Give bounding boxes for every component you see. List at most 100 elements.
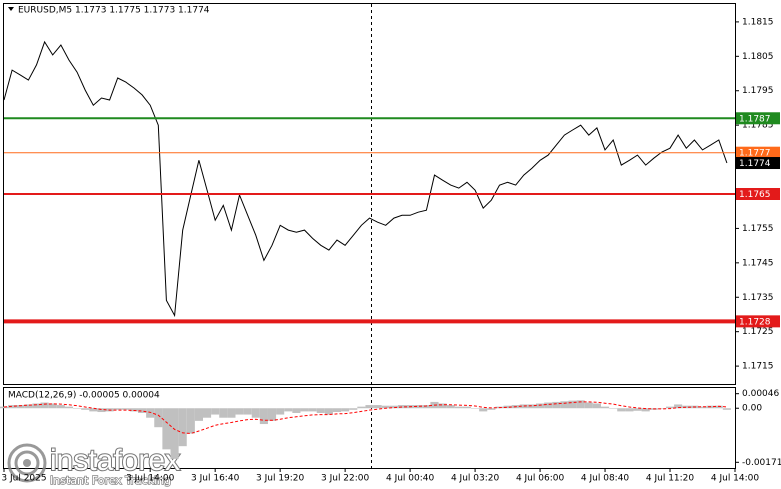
histogram-bar — [24, 404, 33, 409]
level-tag — [736, 188, 780, 200]
histogram-bar — [48, 403, 57, 409]
histogram-bar — [438, 403, 447, 409]
histogram-bar — [479, 408, 488, 412]
histogram-bar — [324, 408, 333, 415]
histogram-bar — [414, 405, 423, 409]
histogram-bar — [682, 405, 691, 409]
histogram-bar — [446, 405, 455, 409]
histogram-bar — [300, 408, 309, 412]
histogram-bar — [202, 408, 212, 418]
y-tick-label: 1.1735 — [742, 293, 774, 303]
price-line — [3, 40, 728, 318]
macd-title: MACD(12,26,9) -0.00005 0.00004 — [8, 391, 160, 401]
histogram-bar — [349, 408, 358, 410]
histogram-bar — [16, 405, 25, 409]
level-label: 1.1765 — [739, 190, 771, 200]
histogram-bar — [633, 408, 642, 411]
last-price-label: 1.1774 — [739, 159, 771, 169]
y-tick-label: 1.1785 — [742, 121, 774, 131]
histogram-bar — [154, 408, 163, 428]
histogram-bar — [64, 406, 74, 409]
histogram-bar — [381, 405, 390, 409]
histogram-bar — [454, 406, 463, 409]
histogram-bar — [219, 408, 228, 418]
histogram-bar — [462, 406, 472, 409]
histogram-bar — [592, 403, 601, 409]
histogram-bar — [373, 405, 382, 409]
histogram-bar — [714, 405, 723, 409]
histogram-bar — [568, 400, 577, 409]
histogram-bar — [259, 408, 268, 425]
x-tick-label: 4 Jul 08:40 — [581, 474, 630, 484]
x-tick-label: 4 Jul 00:40 — [386, 474, 435, 484]
histogram-bar — [657, 408, 666, 409]
histogram-bar — [674, 404, 683, 409]
histogram-bar — [609, 408, 618, 409]
level-label: 1.1728 — [739, 317, 771, 327]
y-tick-label: 1.1755 — [742, 224, 774, 234]
histogram-bar — [284, 408, 293, 412]
level-label: 1.1777 — [739, 149, 771, 159]
histogram-bar — [121, 408, 130, 410]
y-tick-label: 1.1795 — [742, 86, 774, 96]
x-tick-label: 4 Jul 11:20 — [646, 474, 695, 484]
histogram-bar — [276, 408, 285, 415]
y-tick-label: 0.00 — [742, 404, 762, 414]
histogram-bar — [251, 408, 260, 418]
signal-line — [3, 401, 727, 435]
histogram-bar — [267, 408, 277, 421]
histogram-bar — [32, 403, 41, 409]
histogram-bar — [341, 408, 350, 412]
histogram-bar — [194, 408, 203, 421]
x-tick-label: 3 Jul 22:00 — [321, 474, 370, 484]
histogram-bar — [527, 404, 537, 409]
y-tick-label: 1.1745 — [742, 258, 774, 268]
histogram-bar — [617, 408, 626, 412]
histogram-bar — [308, 408, 317, 412]
histogram-bar — [73, 408, 82, 409]
histogram-bar — [560, 401, 569, 409]
histogram-bar — [641, 408, 650, 412]
histogram-bar — [698, 406, 707, 409]
histogram-bar — [0, 406, 9, 409]
watermark-logo — [7, 443, 47, 483]
watermark-tagline: Instant Forex Tracking — [50, 474, 171, 487]
level-label: 1.1787 — [739, 114, 771, 124]
x-tick-label: 3 Jul 14:00 — [126, 474, 175, 484]
histogram-bar — [8, 405, 17, 409]
histogram-bar — [536, 403, 545, 409]
histogram-bar — [243, 408, 252, 415]
histogram-bar — [162, 408, 171, 450]
menu-arrow — [8, 7, 14, 11]
histogram-bar — [170, 408, 179, 459]
histogram-bar — [584, 402, 593, 409]
histogram-bar — [40, 402, 49, 409]
histogram-bar — [138, 408, 147, 413]
histogram-bar — [665, 406, 675, 409]
level-tag — [736, 315, 780, 328]
chart-title: EURUSD,M5 1.1773 1.1775 1.1773 1.1774 — [18, 6, 210, 16]
histogram-bar — [56, 405, 65, 409]
histogram-bar — [722, 408, 731, 410]
histogram-bar — [89, 408, 98, 412]
x-tick-label: 3 Jul 19:20 — [256, 474, 305, 484]
x-tick-label: 3 Jul 16:40 — [191, 474, 240, 484]
last-price-tag — [736, 157, 780, 170]
level-tag — [736, 146, 780, 159]
histogram-bar — [97, 408, 106, 413]
histogram-bar — [235, 408, 244, 415]
histogram-bar — [503, 405, 512, 409]
histogram-bar — [227, 408, 236, 418]
histogram-bar — [146, 408, 155, 418]
histogram-bar — [422, 405, 431, 409]
y-tick-label: 1.1725 — [742, 327, 774, 337]
histogram-bar — [186, 408, 195, 434]
histogram-bar — [471, 408, 480, 409]
histogram-bar — [365, 405, 374, 409]
y-tick-label: -0.00171 — [742, 458, 781, 468]
x-tick-label: 4 Jul 06:00 — [516, 474, 565, 484]
histogram-bar — [81, 408, 90, 410]
y-tick-label: 1.1715 — [742, 362, 774, 372]
histogram-bar — [576, 400, 585, 409]
